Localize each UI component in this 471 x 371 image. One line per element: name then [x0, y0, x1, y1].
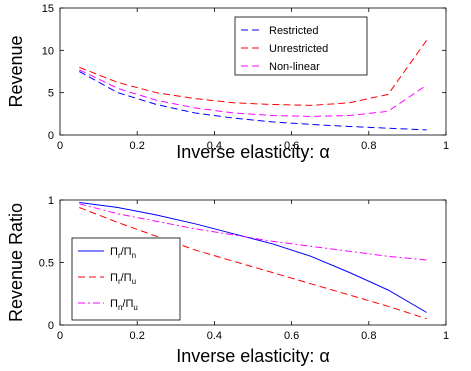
plot-frame [59, 7, 447, 136]
legend-subscript: n [118, 303, 122, 312]
y-tick-label: 0.5 [39, 258, 54, 270]
x-tick-label: 0.4 [207, 140, 222, 152]
legend-label-1: Πr/Πu [110, 272, 136, 286]
x-tick-label: 0.6 [284, 330, 299, 342]
series-line-2 [79, 69, 427, 117]
legend: Restricted Unrestricted Non-linear [234, 16, 368, 76]
y-tick-label: 15 [42, 3, 54, 15]
y-tick-label: 5 [48, 88, 54, 100]
x-tick-label: 0.2 [130, 330, 145, 342]
x-tick-label: 1 [443, 330, 449, 342]
x-tick-label: 0.8 [361, 140, 376, 152]
y-axis-label: Revenue [6, 35, 26, 107]
legend-symbol: /Π [122, 298, 133, 310]
x-tick-label: 0.6 [284, 140, 299, 152]
series-line-0 [79, 71, 427, 131]
x-tick-label: 0 [57, 330, 63, 342]
series-line-1 [79, 39, 428, 106]
legend-symbol: Π [110, 246, 118, 258]
legend-label-0: Restricted [269, 25, 319, 37]
legend-subscript: u [132, 277, 136, 286]
x-axis-label: Inverse elasticity: α [176, 346, 329, 366]
legend-symbol: Π [110, 298, 118, 310]
legend-symbol: /Π [121, 246, 132, 258]
legend-symbol: Π [110, 272, 118, 284]
y-tick-label: 0 [48, 130, 54, 142]
y-axis-label: Revenue Ratio [6, 203, 26, 322]
x-tick-label: 0 [57, 140, 63, 152]
x-tick-label: 0.4 [207, 330, 222, 342]
legend-box [234, 16, 368, 76]
y-tick-label: 1 [48, 195, 54, 207]
series-line-1 [79, 207, 427, 320]
legend-subscript: r [118, 277, 121, 286]
x-tick-label: 0.8 [361, 330, 376, 342]
y-tick-label: 0 [48, 320, 54, 332]
y-tick-label: 10 [42, 45, 54, 57]
revenue-ratio-panel: 0 0.2 0.4 0.6 0.8 1 0 0.5 1 Inverse elasticity: α… [6, 195, 449, 366]
legend-label-1: Unrestricted [269, 43, 328, 55]
legend-box [71, 237, 181, 321]
legend-subscript: u [133, 303, 137, 312]
legend-label-2: Πn/Πu [110, 298, 138, 312]
legend-label-2: Non-linear [269, 61, 320, 73]
legend-subscript: r [118, 251, 121, 260]
x-tick-label: 0.2 [130, 140, 145, 152]
legend-symbol: /Π [121, 272, 132, 284]
series-line-0 [79, 202, 427, 313]
x-axis-label: Inverse elasticity: α [176, 142, 329, 162]
legend-subscript: n [132, 251, 136, 260]
x-tick-label: 1 [443, 140, 449, 152]
legend-label-0: Πr/Πn [110, 246, 136, 260]
